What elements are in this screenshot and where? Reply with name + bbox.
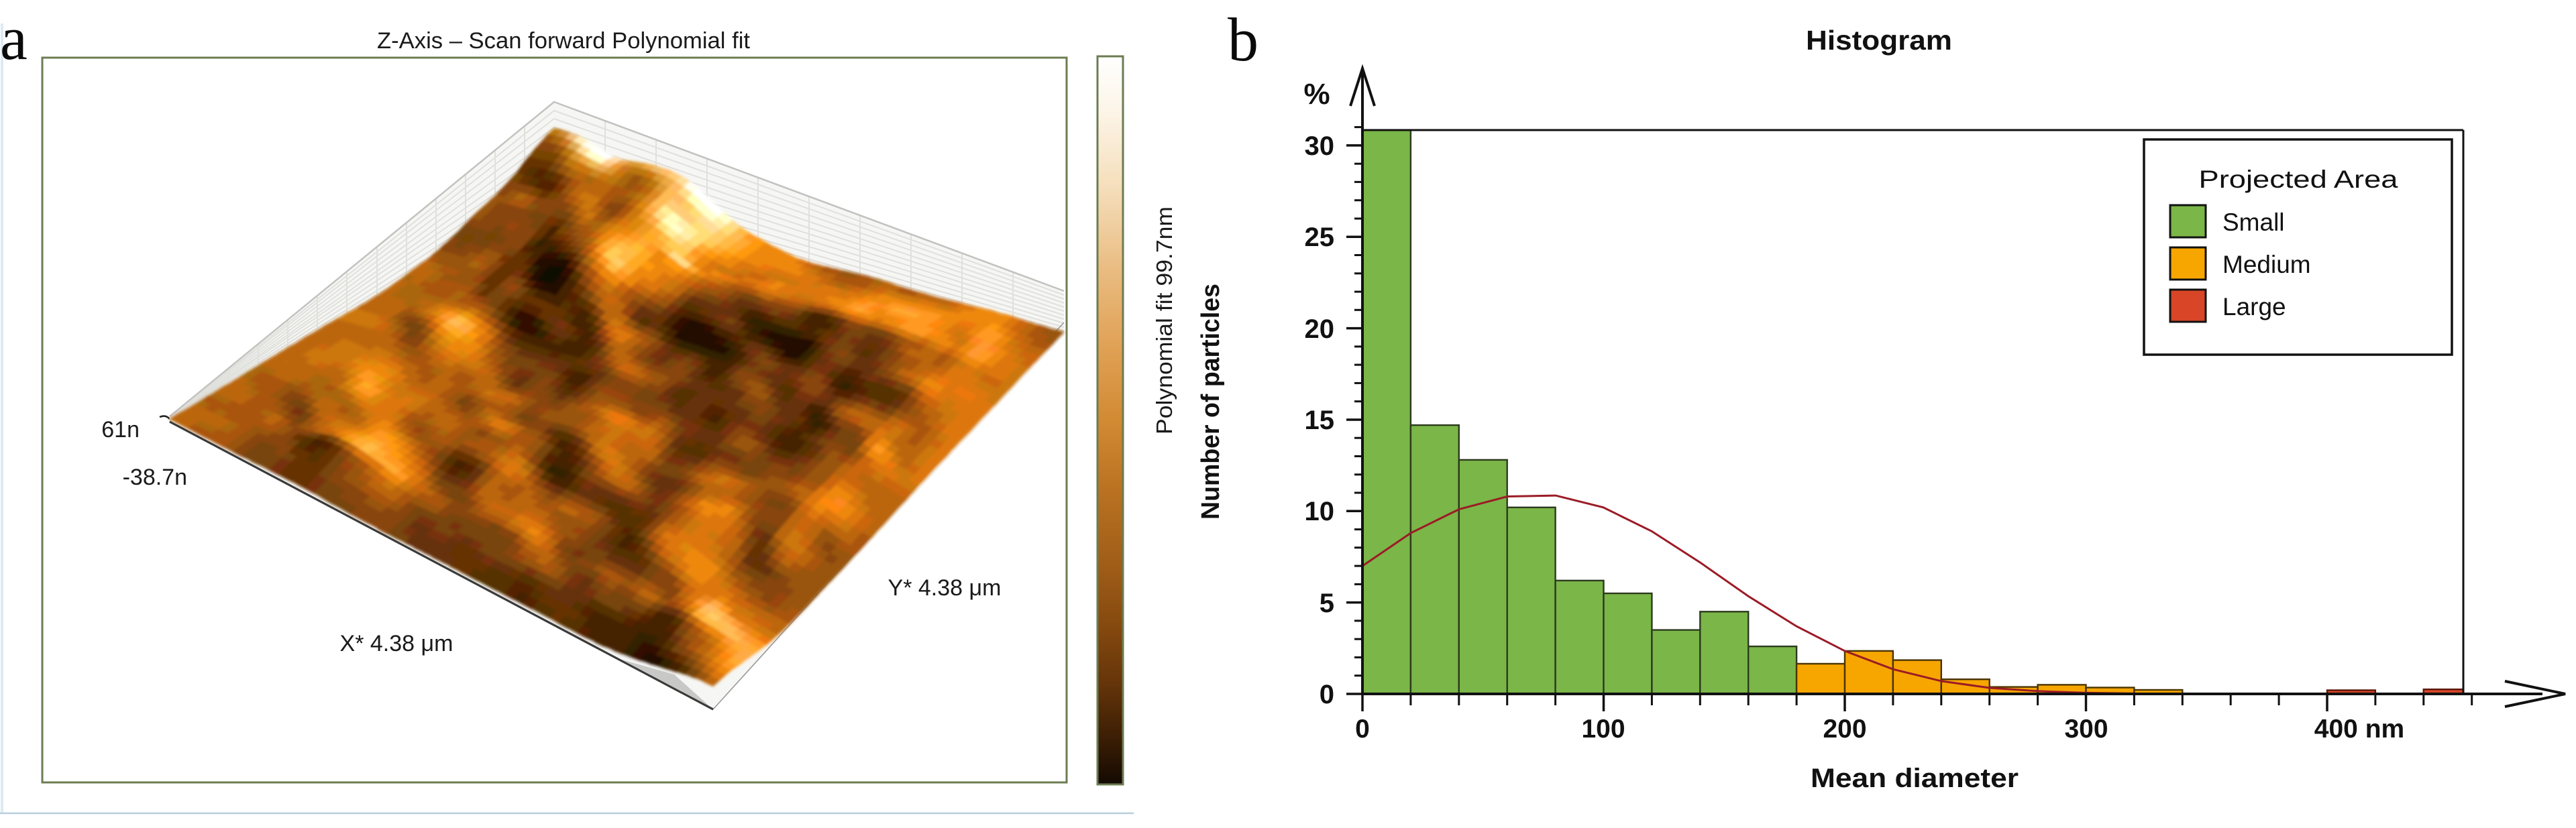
svg-text:15: 15 xyxy=(1305,406,1335,435)
svg-text:Number of particles: Number of particles xyxy=(1197,284,1225,520)
svg-text:0: 0 xyxy=(1320,680,1334,709)
svg-text:20: 20 xyxy=(1305,314,1335,344)
svg-text:Polynomial fit 99.7nm: Polynomial fit 99.7nm xyxy=(1152,206,1177,434)
svg-text:%: % xyxy=(1303,78,1330,111)
svg-text:25: 25 xyxy=(1305,223,1335,252)
svg-text:Histogram: Histogram xyxy=(1806,25,1952,56)
svg-text:5: 5 xyxy=(1320,589,1334,618)
svg-text:Medium: Medium xyxy=(2222,251,2311,278)
svg-text:Small: Small xyxy=(2222,209,2285,236)
svg-text:Z-Axis – Scan forward Polynomi: Z-Axis – Scan forward Polynomial fit xyxy=(377,28,751,54)
svg-text:Mean diameter: Mean diameter xyxy=(1811,764,2019,793)
svg-text:Large: Large xyxy=(2222,293,2286,320)
svg-text:400 nm: 400 nm xyxy=(2314,715,2404,744)
svg-text:0: 0 xyxy=(1355,715,1370,744)
svg-text:b: b xyxy=(1228,5,1258,74)
svg-text:30: 30 xyxy=(1305,131,1335,161)
svg-text:X* 4.38 μm: X* 4.38 μm xyxy=(340,631,453,656)
svg-text:200: 200 xyxy=(1823,715,1866,744)
svg-text:Projected Area: Projected Area xyxy=(2199,166,2398,193)
svg-text:100: 100 xyxy=(1581,715,1625,744)
svg-text:Y* 4.38 μm: Y* 4.38 μm xyxy=(888,575,1002,601)
svg-text:a: a xyxy=(0,4,28,72)
svg-text:300: 300 xyxy=(2064,715,2108,744)
svg-text:-38.7n: -38.7n xyxy=(123,465,187,490)
svg-text:10: 10 xyxy=(1305,497,1335,526)
svg-text:61n: 61n xyxy=(101,417,140,442)
